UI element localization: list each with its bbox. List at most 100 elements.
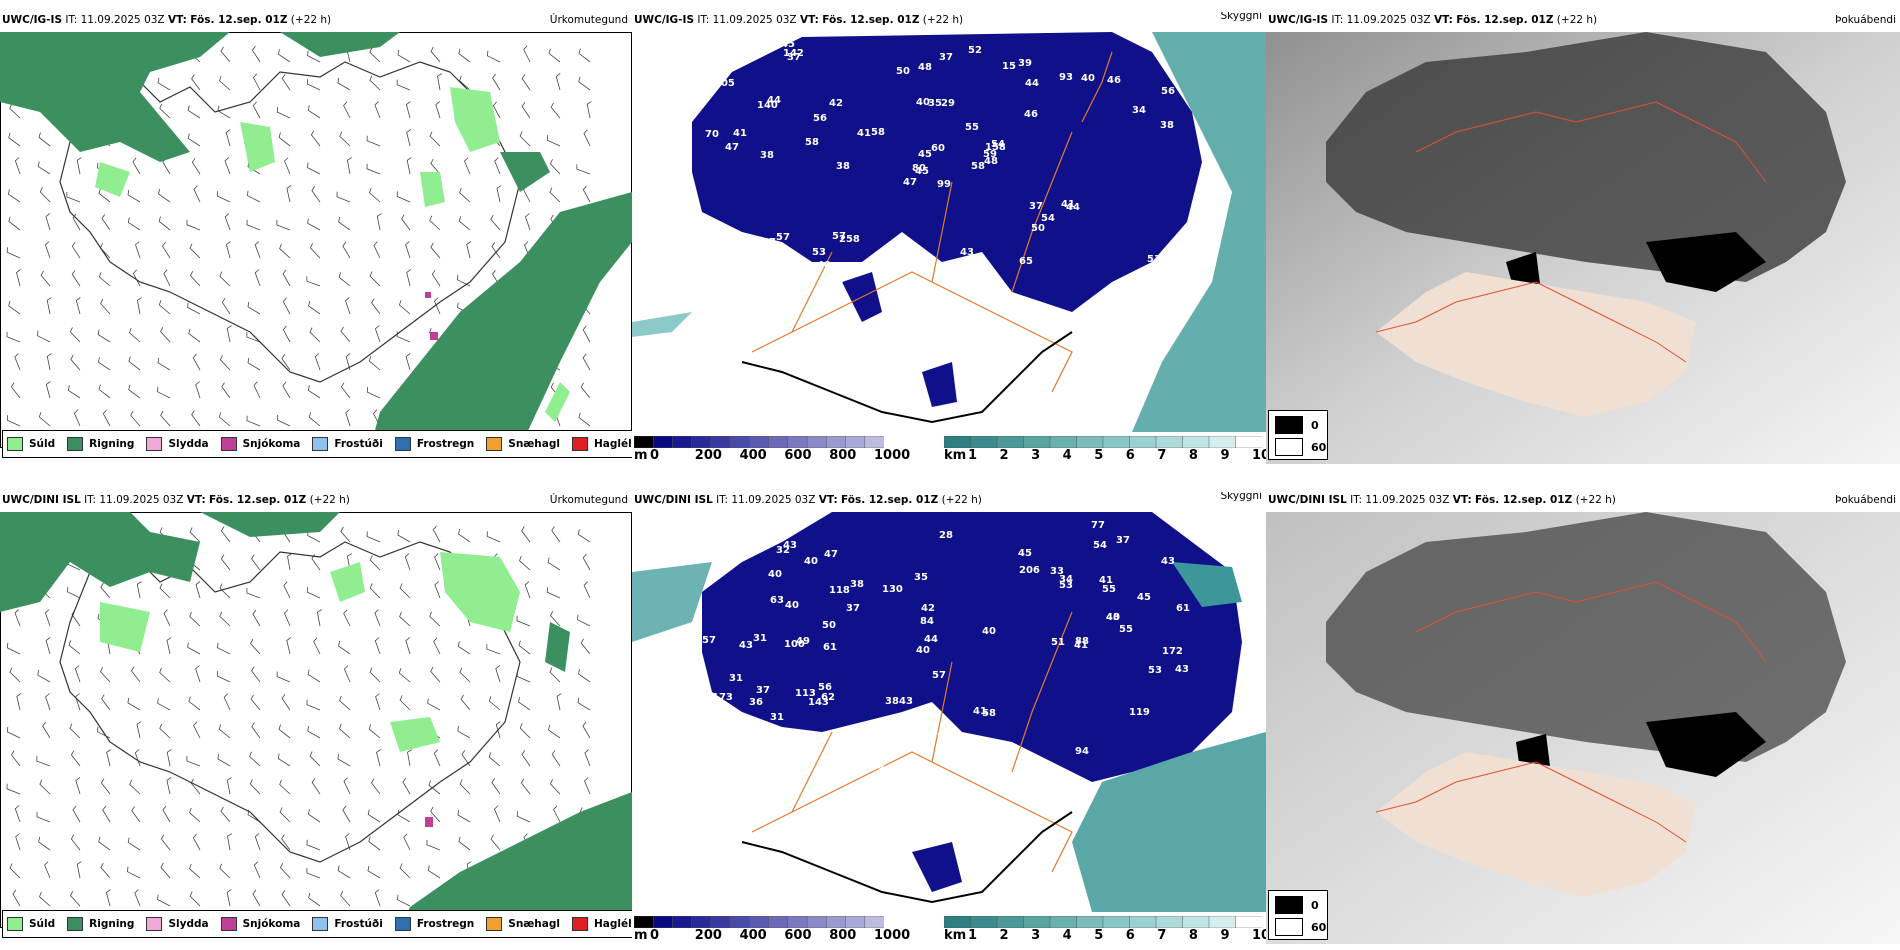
wind-barb <box>577 697 591 711</box>
legend-item: Haglél <box>571 437 632 451</box>
colorbar-segment <box>710 436 731 448</box>
legend-label: Rigning <box>89 918 135 930</box>
panel-title: UWC/IG-IS IT: 11.09.2025 03Z VT: Fös. 12… <box>634 14 964 26</box>
ceiling-value-label: 47 <box>725 142 739 153</box>
wind-barb <box>252 609 261 627</box>
panel-field-name: Skyggni <box>1220 12 1263 22</box>
colorbar-segment <box>729 916 751 928</box>
legend-swatch <box>571 437 588 451</box>
precip-panel-1: UWC/IG-IS IT: 11.09.2025 03Z VT: Fös. 12… <box>0 12 632 466</box>
ceiling-value-label: 55 <box>1102 584 1116 595</box>
legend-label: Frostregn <box>416 438 475 450</box>
legend-label: Frostúði <box>334 438 383 450</box>
wind-barb <box>345 297 351 315</box>
ceiling-value-label: 43 <box>899 696 913 707</box>
wind-barb <box>366 387 381 399</box>
colorbar-tick: 4 <box>1062 448 1072 463</box>
ceiling-value-label: 35 <box>914 572 928 583</box>
wind-barb <box>306 839 321 851</box>
wind-barb <box>521 750 531 767</box>
wind-barb <box>224 157 231 175</box>
wind-barb <box>254 269 261 287</box>
ceiling-value-label: 37 <box>787 52 801 63</box>
wind-barb <box>546 587 561 599</box>
wind-barb <box>309 327 321 343</box>
wind-barb <box>36 811 51 823</box>
ceiling-value-label: 57 <box>776 232 790 243</box>
wind-barb <box>219 583 231 599</box>
wind-barb <box>314 353 321 371</box>
wind-barb <box>216 191 231 203</box>
wind-barb <box>280 863 291 879</box>
fog-dark-area <box>1326 32 1846 282</box>
ceiling-value-label: 43 <box>960 247 974 258</box>
wind-barb <box>163 269 171 287</box>
vis-teal-area <box>632 562 712 642</box>
coast-line <box>741 331 1073 424</box>
wind-barb <box>219 611 231 627</box>
wind-barb <box>278 724 291 739</box>
wind-barb <box>6 331 21 343</box>
colorbar-tick: 0 <box>650 448 660 463</box>
wind-barb <box>433 749 441 767</box>
wind-barb <box>580 382 591 399</box>
colorbar-segment <box>787 916 808 928</box>
wind-barb <box>404 553 411 571</box>
wind-barb <box>399 611 411 627</box>
colorbar-segment <box>1076 436 1104 448</box>
colorbar-segment <box>1235 916 1262 928</box>
wind-barb <box>217 642 231 655</box>
wind-barb <box>406 129 412 147</box>
wind-barb <box>427 865 441 879</box>
wind-barb <box>426 839 441 851</box>
fog-land-area <box>1376 752 1696 897</box>
ceiling-value-label: 45 <box>921 257 935 268</box>
fog-legend-label: 60 <box>1311 440 1327 454</box>
wind-barb <box>98 272 111 287</box>
ceiling-value-label: 61 <box>823 642 837 653</box>
wind-barb <box>434 553 441 571</box>
wind-barb <box>127 217 141 231</box>
ceiling-value-label: 43 <box>1161 556 1175 567</box>
wind-barb <box>8 132 21 147</box>
wind-barb <box>306 276 321 287</box>
wind-barb <box>496 185 502 203</box>
ceiling-value-label: 60 <box>931 143 945 154</box>
wind-barb <box>97 329 111 343</box>
wind-barb <box>70 891 81 907</box>
wind-barb <box>68 640 81 655</box>
wind-barb <box>371 778 381 795</box>
wind-barb <box>66 192 81 203</box>
wind-barb <box>219 355 231 371</box>
wind-barb <box>191 157 201 175</box>
low-ceiling-area <box>692 32 1202 312</box>
colorbar-segment <box>749 436 770 448</box>
ceiling-value-label: 140 <box>757 100 778 111</box>
wind-barb <box>6 783 21 795</box>
wind-barb <box>72 213 81 231</box>
wind-barb <box>227 833 233 851</box>
ceiling-value-label: 52 <box>968 45 982 56</box>
ceiling-value-label: 44 <box>767 95 781 106</box>
wind-barb <box>102 409 111 427</box>
wind-barb <box>157 386 171 399</box>
vis-teal-area <box>1132 32 1266 432</box>
wind-barb <box>307 385 321 399</box>
wind-barb <box>98 836 111 851</box>
wind-barb <box>281 74 291 91</box>
wind-barb <box>458 836 471 851</box>
colorbar-segment <box>970 916 998 928</box>
wind-barb <box>16 693 22 711</box>
ceiling-value-label: 58 <box>871 127 885 138</box>
ceiling-value-label: 38 <box>761 529 775 540</box>
wind-barb <box>218 412 231 427</box>
ceiling-value-label: 173 <box>712 692 733 703</box>
wind-barb <box>254 833 261 851</box>
ceiling-value-label: 37 <box>1029 201 1043 212</box>
ceiling-value-label: 77 <box>937 732 951 743</box>
wind-barb <box>284 157 291 175</box>
ceiling-value-label: 31 <box>753 633 767 644</box>
ceiling-value-label: 33 <box>1050 566 1064 577</box>
colorbar-segment <box>1182 916 1210 928</box>
ceiling-value-label: 258 <box>839 234 860 245</box>
